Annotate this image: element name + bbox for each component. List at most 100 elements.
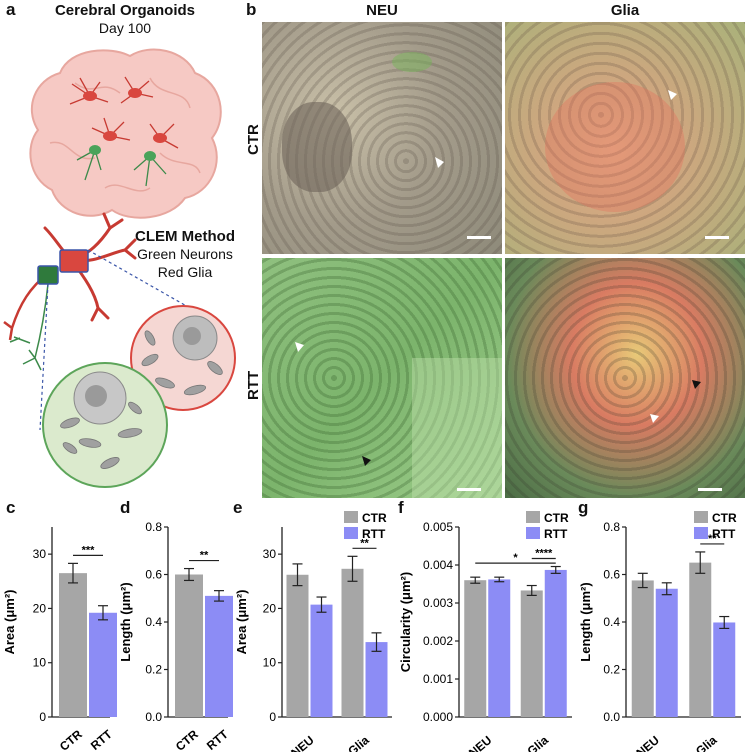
x-tick-label: Glia	[345, 733, 372, 752]
y-tick-label: 0.6	[145, 568, 162, 582]
arrowhead-white-3	[295, 342, 304, 352]
chart-f: 0.000 0.001 0.002 0.003 0.004 0.005 Circularit…	[398, 511, 572, 752]
legend-swatch-rtt	[694, 527, 708, 539]
x-tick-label: CTR	[173, 727, 201, 752]
legend-swatch-rtt	[344, 527, 358, 539]
arrowhead-black-2	[692, 380, 701, 389]
chart-e: 0 10 20 30 Area (μm²) NEU Glia CTR RTT**	[234, 511, 392, 752]
arrowhead-overlay	[295, 90, 701, 466]
y-tick-label: 10	[33, 656, 47, 670]
col-header-glia: Glia	[610, 2, 640, 19]
y-tick-label: 0.0	[145, 710, 162, 724]
x-tick-label: NEU	[466, 733, 494, 752]
clem-line2: Red Glia	[157, 264, 213, 280]
neuron-glia-illustration	[3, 212, 236, 488]
x-tick-label: NEU	[288, 733, 316, 752]
arrowhead-white-1	[435, 157, 444, 168]
y-tick-label: 10	[263, 656, 277, 670]
bar-ctr	[59, 573, 87, 717]
y-tick-label: 30	[263, 547, 277, 561]
significance-label: **	[200, 550, 209, 562]
panel-label-e: e	[233, 498, 243, 517]
legend-swatch-ctr	[526, 511, 540, 523]
bar-ctr-neu	[631, 580, 654, 717]
y-tick-label: 0.4	[145, 615, 162, 629]
chart-d: 0.0 0.2 0.4 0.6 0.8 Length (μm²) CTR RTT **	[118, 520, 233, 752]
chart-g: 0.0 0.2 0.4 0.6 0.8 Length (μm²) NEU Glia CTR RTT…	[578, 511, 741, 752]
arrowhead-black-1	[362, 456, 371, 466]
y-tick-label: 30	[33, 547, 47, 561]
bar-ctr-neu	[464, 580, 487, 717]
bar-rtt-glia	[713, 622, 736, 717]
significance-label: *	[513, 552, 518, 564]
y-tick-label: 0.6	[603, 568, 620, 582]
y-tick-label: 0.003	[423, 596, 453, 610]
x-tick-label: NEU	[634, 733, 662, 752]
x-tick-label: Glia	[693, 733, 720, 752]
y-tick-label: 0.004	[423, 558, 453, 572]
legend-label-ctr: CTR	[712, 511, 737, 525]
panel-label-b: b	[246, 0, 257, 19]
legend-label-ctr: CTR	[362, 511, 387, 525]
legend-swatch-ctr	[344, 511, 358, 523]
legend-label-rtt: RTT	[362, 527, 386, 541]
bar-rtt-neu	[488, 579, 511, 717]
significance-label: **	[708, 533, 717, 545]
bar-ctr-glia	[341, 568, 364, 717]
y-axis-label: Length (μm²)	[578, 582, 593, 661]
organoid-subtitle: Day 100	[98, 20, 152, 36]
y-tick-label: 0.0	[603, 710, 620, 724]
y-tick-label: 0.001	[423, 672, 453, 686]
bar-ctr	[175, 574, 203, 717]
bar-rtt	[205, 595, 233, 717]
arrowhead-white-2	[668, 90, 677, 100]
micrograph-ctr-glia	[505, 22, 745, 254]
y-tick-label: 0.2	[603, 663, 620, 677]
x-tick-label: CTR	[57, 727, 85, 752]
organoid-title: Cerebral Organoids	[54, 2, 196, 19]
bar-ctr-neu	[286, 574, 309, 717]
y-tick-label: 20	[33, 601, 47, 615]
y-axis-label: Area (μm²)	[2, 589, 17, 654]
row-header-rtt: RTT	[245, 370, 262, 400]
bar-rtt-neu	[655, 588, 678, 717]
legend-swatch-ctr	[694, 511, 708, 523]
x-tick-label: Glia	[525, 733, 552, 752]
y-tick-label: 0.000	[423, 710, 453, 724]
y-tick-label: 0.8	[145, 520, 162, 534]
y-tick-label: 20	[263, 601, 277, 615]
y-axis-label: Circularity (μm²)	[398, 572, 413, 672]
legend-label-rtt: RTT	[544, 527, 568, 541]
bar-ctr-glia	[520, 590, 543, 717]
bar-rtt-glia	[544, 569, 567, 717]
legend-label-rtt: RTT	[712, 527, 736, 541]
organoid-illustration	[29, 48, 222, 219]
y-axis-label: Length (μm²)	[118, 582, 133, 661]
significance-label: ***	[82, 544, 96, 556]
y-tick-label: 0.002	[423, 634, 453, 648]
panel-label-a: a	[6, 0, 16, 19]
bar-rtt-glia	[365, 642, 388, 717]
significance-label: ****	[535, 548, 553, 560]
legend-label-ctr: CTR	[544, 511, 569, 525]
micrograph-ctr-neu	[262, 22, 502, 254]
row-header-ctr: CTR	[245, 124, 262, 155]
y-tick-label: 0	[39, 710, 46, 724]
micrograph-rtt-neu	[262, 258, 502, 498]
y-tick-label: 0.2	[145, 663, 162, 677]
x-tick-label: RTT	[88, 727, 115, 752]
y-axis-label: Area (μm²)	[234, 589, 249, 654]
y-tick-label: 0.4	[603, 615, 620, 629]
legend-swatch-rtt	[526, 527, 540, 539]
schematic-illustration	[3, 48, 236, 488]
y-tick-label: 0	[269, 710, 276, 724]
panel-label-c: c	[6, 498, 16, 517]
micrograph-rtt-glia	[505, 258, 745, 498]
arrowhead-white-4	[650, 414, 659, 423]
col-header-neu: NEU	[366, 2, 398, 19]
significance-label: **	[360, 537, 369, 549]
panel-label-f: f	[398, 498, 404, 517]
y-tick-label: 0.8	[603, 520, 620, 534]
panel-label-d: d	[120, 498, 131, 517]
bar-rtt-neu	[310, 604, 333, 717]
